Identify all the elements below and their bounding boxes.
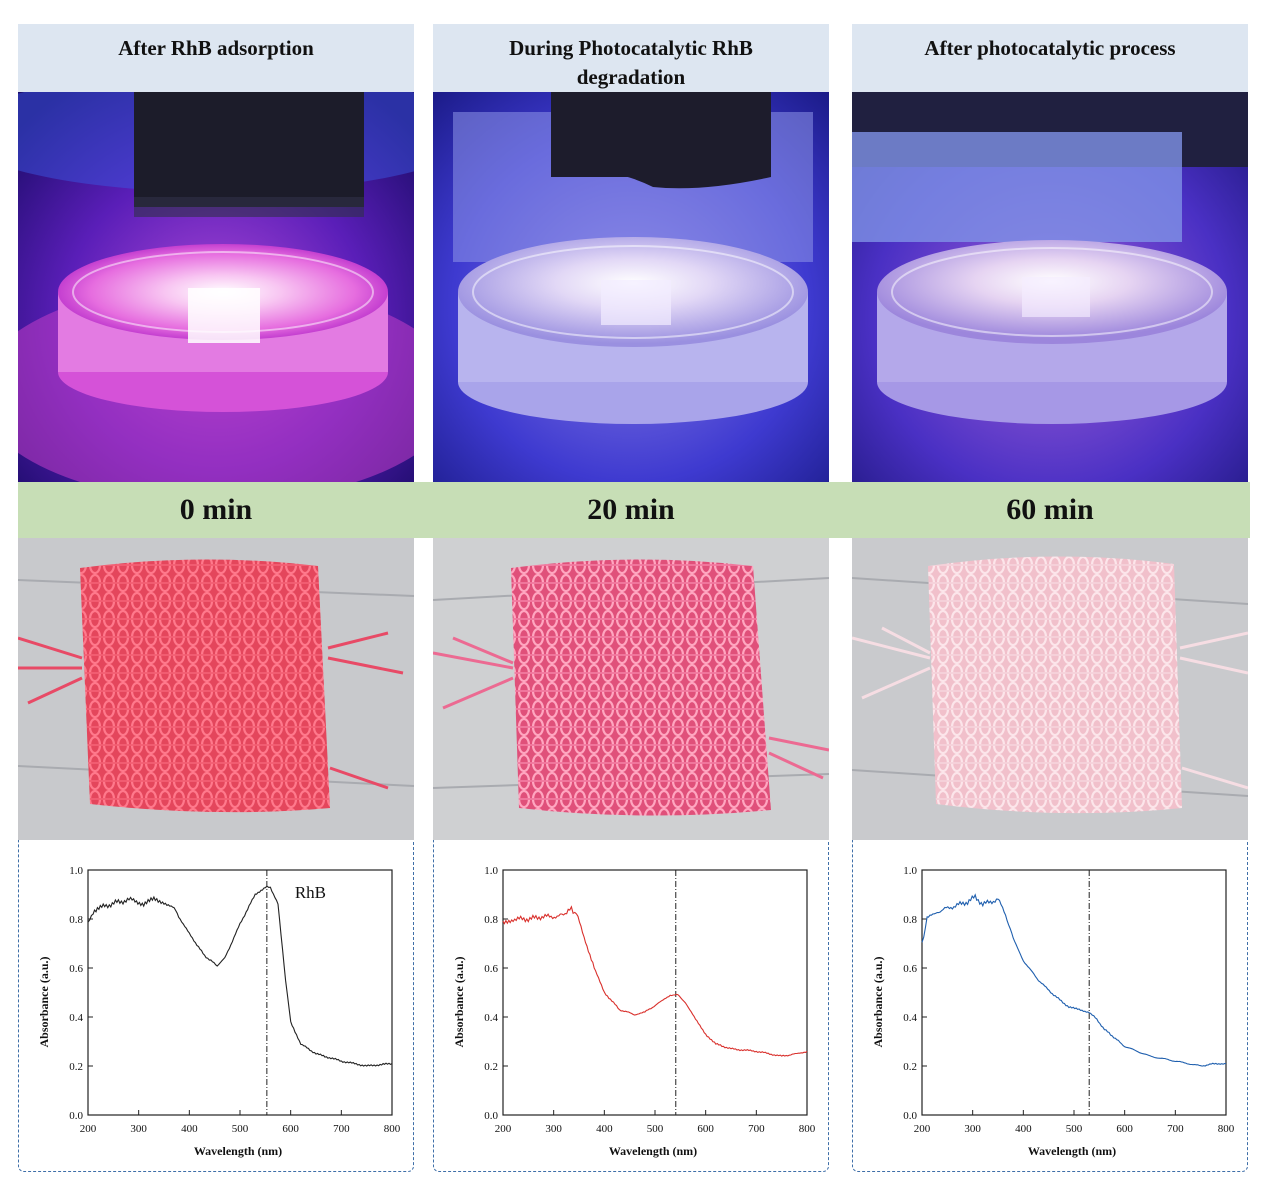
y-tick-label: 1.0 — [903, 865, 917, 877]
y-tick-label: 0.4 — [484, 1012, 498, 1024]
photo-knitted-fabric — [18, 538, 414, 840]
absorbance-chart-svg: Absorbance (a.u.) Wavelength (nm) 200 300… — [37, 865, 401, 1158]
x-tick-label: 300 — [964, 1123, 981, 1135]
x-tick-label: 300 — [545, 1123, 562, 1135]
x-tick-label: 800 — [1218, 1123, 1235, 1135]
x-tick-label: 700 — [748, 1123, 765, 1135]
y-tick-label: 0.6 — [903, 963, 917, 975]
time-label: 60 min — [1006, 493, 1094, 526]
time-band — [18, 482, 1250, 538]
series-annotation: RhB — [295, 883, 326, 902]
photo-uv-petri-dish — [18, 92, 414, 482]
panel-heading: During Photocatalytic RhB degradation — [433, 24, 829, 92]
panel-heading: After RhB adsorption — [18, 24, 414, 92]
x-tick-label: 400 — [181, 1123, 198, 1135]
series-line — [87, 885, 393, 1067]
y-tick-label: 1.0 — [69, 865, 83, 877]
x-tick-label: 800 — [384, 1123, 401, 1135]
time-label: 0 min — [179, 493, 253, 526]
x-tick-label: 700 — [333, 1123, 350, 1135]
axis-label-x: Wavelength (nm) — [194, 1144, 282, 1158]
axis-label-y: Absorbance (a.u.) — [37, 956, 51, 1047]
y-tick-label: 0.2 — [69, 1061, 83, 1073]
x-tick-label: 400 — [596, 1123, 613, 1135]
photo-uv-petri-dish — [433, 92, 829, 482]
x-tick-label: 500 — [647, 1123, 664, 1135]
y-tick-label: 0.2 — [484, 1061, 498, 1073]
y-tick-label: 0.0 — [484, 1110, 498, 1122]
y-tick-label: 0.4 — [903, 1012, 917, 1024]
y-tick-label: 0.2 — [903, 1061, 917, 1073]
axis-label-y: Absorbance (a.u.) — [871, 956, 885, 1047]
y-tick-label: 1.0 — [484, 865, 498, 877]
time-label: 20 min — [587, 493, 675, 526]
plot-frame — [921, 869, 1227, 1116]
absorbance-chart: Absorbance (a.u.) Wavelength (nm) 200 300… — [18, 850, 414, 1170]
x-tick-label: 200 — [80, 1123, 97, 1135]
y-tick-label: 0.8 — [69, 914, 83, 926]
y-tick-label: 0.0 — [69, 1110, 83, 1122]
plot-frame — [87, 869, 393, 1116]
plot-frame — [502, 869, 808, 1116]
photo-uv-petri-dish — [852, 92, 1248, 482]
y-tick-label: 0.6 — [484, 963, 498, 975]
panel-heading: After photocatalytic process — [852, 24, 1248, 92]
x-tick-label: 500 — [1066, 1123, 1083, 1135]
x-tick-label: 700 — [1167, 1123, 1184, 1135]
photo-knitted-fabric — [433, 538, 829, 840]
y-tick-label: 0.0 — [903, 1110, 917, 1122]
x-tick-label: 500 — [232, 1123, 249, 1135]
series-line — [921, 893, 1226, 1067]
y-tick-label: 0.8 — [484, 914, 498, 926]
absorbance-chart-svg: Absorbance (a.u.) Wavelength (nm) 200 300… — [452, 865, 816, 1158]
x-tick-label: 200 — [914, 1123, 931, 1135]
axis-label-x: Wavelength (nm) — [1028, 1144, 1116, 1158]
y-tick-label: 0.6 — [69, 963, 83, 975]
series-line — [502, 905, 808, 1057]
x-tick-label: 600 — [1116, 1123, 1133, 1135]
photo-knitted-fabric — [852, 538, 1248, 840]
absorbance-chart: Absorbance (a.u.) Wavelength (nm) 200 300… — [852, 850, 1248, 1170]
axis-label-x: Wavelength (nm) — [609, 1144, 697, 1158]
x-tick-label: 600 — [697, 1123, 714, 1135]
x-tick-label: 400 — [1015, 1123, 1032, 1135]
absorbance-chart: Absorbance (a.u.) Wavelength (nm) 200 300… — [433, 850, 829, 1170]
x-tick-label: 200 — [495, 1123, 512, 1135]
absorbance-chart-svg: Absorbance (a.u.) Wavelength (nm) 200 300… — [871, 865, 1235, 1158]
x-tick-label: 300 — [130, 1123, 147, 1135]
x-tick-label: 800 — [799, 1123, 816, 1135]
y-tick-label: 0.4 — [69, 1012, 83, 1024]
axis-label-y: Absorbance (a.u.) — [452, 956, 466, 1047]
x-tick-label: 600 — [282, 1123, 299, 1135]
y-tick-label: 0.8 — [903, 914, 917, 926]
